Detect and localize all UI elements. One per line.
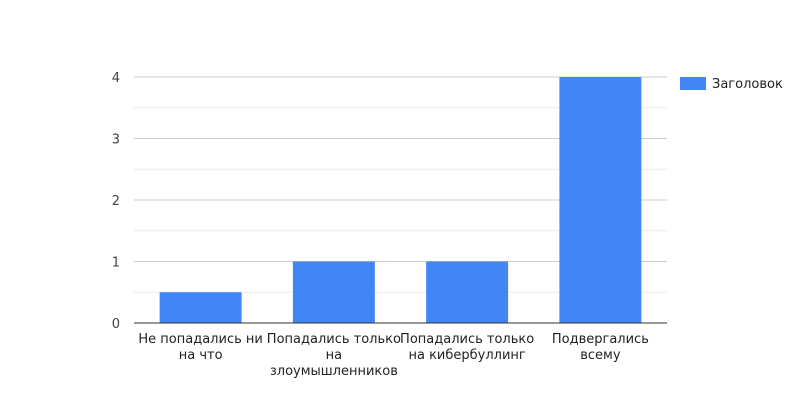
x-tick-label-line: на что [179, 348, 223, 363]
x-tick-label-line: Попадались только [400, 332, 534, 347]
gridlines [134, 76, 667, 293]
bar [426, 261, 509, 323]
legend-label: Заголовок [712, 77, 783, 92]
x-tick-label: Подвергались всему [552, 332, 649, 363]
x-tick-label-line: на [326, 348, 342, 363]
legend-swatch [680, 77, 706, 90]
x-tick-label-line: Подвергались [552, 332, 649, 347]
y-tick-label: 3 [112, 133, 120, 148]
y-tick-label: 4 [112, 71, 120, 86]
x-tick-label-line: всему [580, 348, 621, 363]
x-tick-label-line: Попадались только [267, 332, 401, 347]
x-tick-label: Не попадались ни на что [138, 332, 262, 363]
y-tick-label: 0 [112, 317, 120, 332]
bars [159, 77, 642, 323]
x-tick-label: Попадались только на кибербуллинг [400, 332, 534, 363]
x-tick-label: Попадались только на злоумышленников [267, 332, 401, 379]
x-tick-label-line: злоумышленников [270, 364, 398, 379]
x-tick-label-line: Не попадались ни [138, 332, 262, 347]
bar [292, 261, 375, 323]
y-tick-label: 1 [112, 256, 120, 271]
bar [159, 292, 242, 323]
x-tick-label-line: на кибербуллинг [408, 348, 525, 363]
y-tick-label: 2 [112, 194, 120, 209]
legend: Заголовок [680, 77, 783, 92]
bar [559, 77, 642, 323]
